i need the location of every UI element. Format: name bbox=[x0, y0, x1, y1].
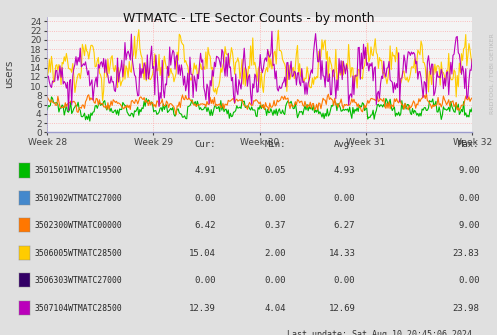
Text: 3501902WTMATC27000: 3501902WTMATC27000 bbox=[35, 194, 123, 203]
Text: 0.37: 0.37 bbox=[264, 221, 286, 230]
Text: 0.00: 0.00 bbox=[264, 194, 286, 203]
Text: 2.00: 2.00 bbox=[264, 249, 286, 258]
Text: 0.00: 0.00 bbox=[195, 194, 216, 203]
Text: 3506303WTMATC27000: 3506303WTMATC27000 bbox=[35, 276, 123, 285]
Text: 14.33: 14.33 bbox=[329, 249, 355, 258]
Text: 6.27: 6.27 bbox=[334, 221, 355, 230]
Text: 23.83: 23.83 bbox=[453, 249, 480, 258]
Text: 4.91: 4.91 bbox=[195, 166, 216, 175]
Text: 23.98: 23.98 bbox=[453, 304, 480, 313]
Text: Min:: Min: bbox=[264, 140, 286, 149]
Text: 6.42: 6.42 bbox=[195, 221, 216, 230]
Text: 3501501WTMATC19500: 3501501WTMATC19500 bbox=[35, 166, 123, 175]
Text: 15.04: 15.04 bbox=[189, 249, 216, 258]
Text: 12.39: 12.39 bbox=[189, 304, 216, 313]
Text: 0.00: 0.00 bbox=[458, 276, 480, 285]
Text: 3502300WTMATC00000: 3502300WTMATC00000 bbox=[35, 221, 123, 230]
Text: 3506005WTMATC28500: 3506005WTMATC28500 bbox=[35, 249, 123, 258]
Text: 9.00: 9.00 bbox=[458, 166, 480, 175]
Text: RRDTOOL / TOBI OETIKER: RRDTOOL / TOBI OETIKER bbox=[490, 33, 495, 114]
Text: 4.04: 4.04 bbox=[264, 304, 286, 313]
Text: 3507104WTMATC28500: 3507104WTMATC28500 bbox=[35, 304, 123, 313]
Text: 0.00: 0.00 bbox=[264, 276, 286, 285]
Text: 0.05: 0.05 bbox=[264, 166, 286, 175]
Text: 0.00: 0.00 bbox=[195, 276, 216, 285]
Text: users: users bbox=[4, 60, 14, 88]
Text: Cur:: Cur: bbox=[195, 140, 216, 149]
Text: 0.00: 0.00 bbox=[334, 194, 355, 203]
Text: 0.00: 0.00 bbox=[334, 276, 355, 285]
Text: Avg:: Avg: bbox=[334, 140, 355, 149]
Text: 4.93: 4.93 bbox=[334, 166, 355, 175]
Text: WTMATC - LTE Sector Counts - by month: WTMATC - LTE Sector Counts - by month bbox=[123, 12, 374, 25]
Text: 12.69: 12.69 bbox=[329, 304, 355, 313]
Text: Last update: Sat Aug 10 20:45:06 2024: Last update: Sat Aug 10 20:45:06 2024 bbox=[287, 330, 472, 335]
Text: 9.00: 9.00 bbox=[458, 221, 480, 230]
Text: Max:: Max: bbox=[458, 140, 480, 149]
Text: 0.00: 0.00 bbox=[458, 194, 480, 203]
